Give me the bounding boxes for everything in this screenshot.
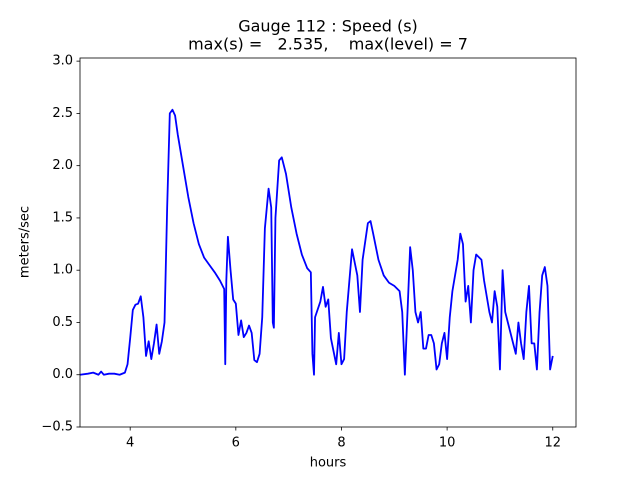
y-tick-label: 0.5: [52, 315, 73, 330]
y-tick-label: 0.0: [52, 367, 73, 382]
axes-frame: [79, 57, 577, 428]
data-line: [79, 108, 554, 376]
x-tick-label: 4: [126, 436, 134, 451]
chart-subtitle: max(s) = 2.535, max(level) = 7: [188, 35, 468, 54]
y-tick-label: 1.5: [52, 210, 73, 225]
x-tick-label: 10: [439, 436, 456, 451]
y-tick-label: 2.0: [52, 158, 73, 173]
y-tick-label: 3.0: [52, 54, 73, 69]
y-tick-label: 2.5: [52, 106, 73, 121]
y-tick-label: −0.5: [41, 420, 73, 435]
x-axis-label: hours: [310, 456, 347, 471]
y-tick-label: 1.0: [52, 263, 73, 278]
x-tick-label: 8: [337, 436, 345, 451]
x-tick-label: 12: [544, 436, 561, 451]
x-tick-label: 6: [232, 436, 240, 451]
chart-title: Gauge 112 : Speed (s): [238, 17, 418, 36]
y-axis-label: meters/sec: [18, 206, 33, 278]
